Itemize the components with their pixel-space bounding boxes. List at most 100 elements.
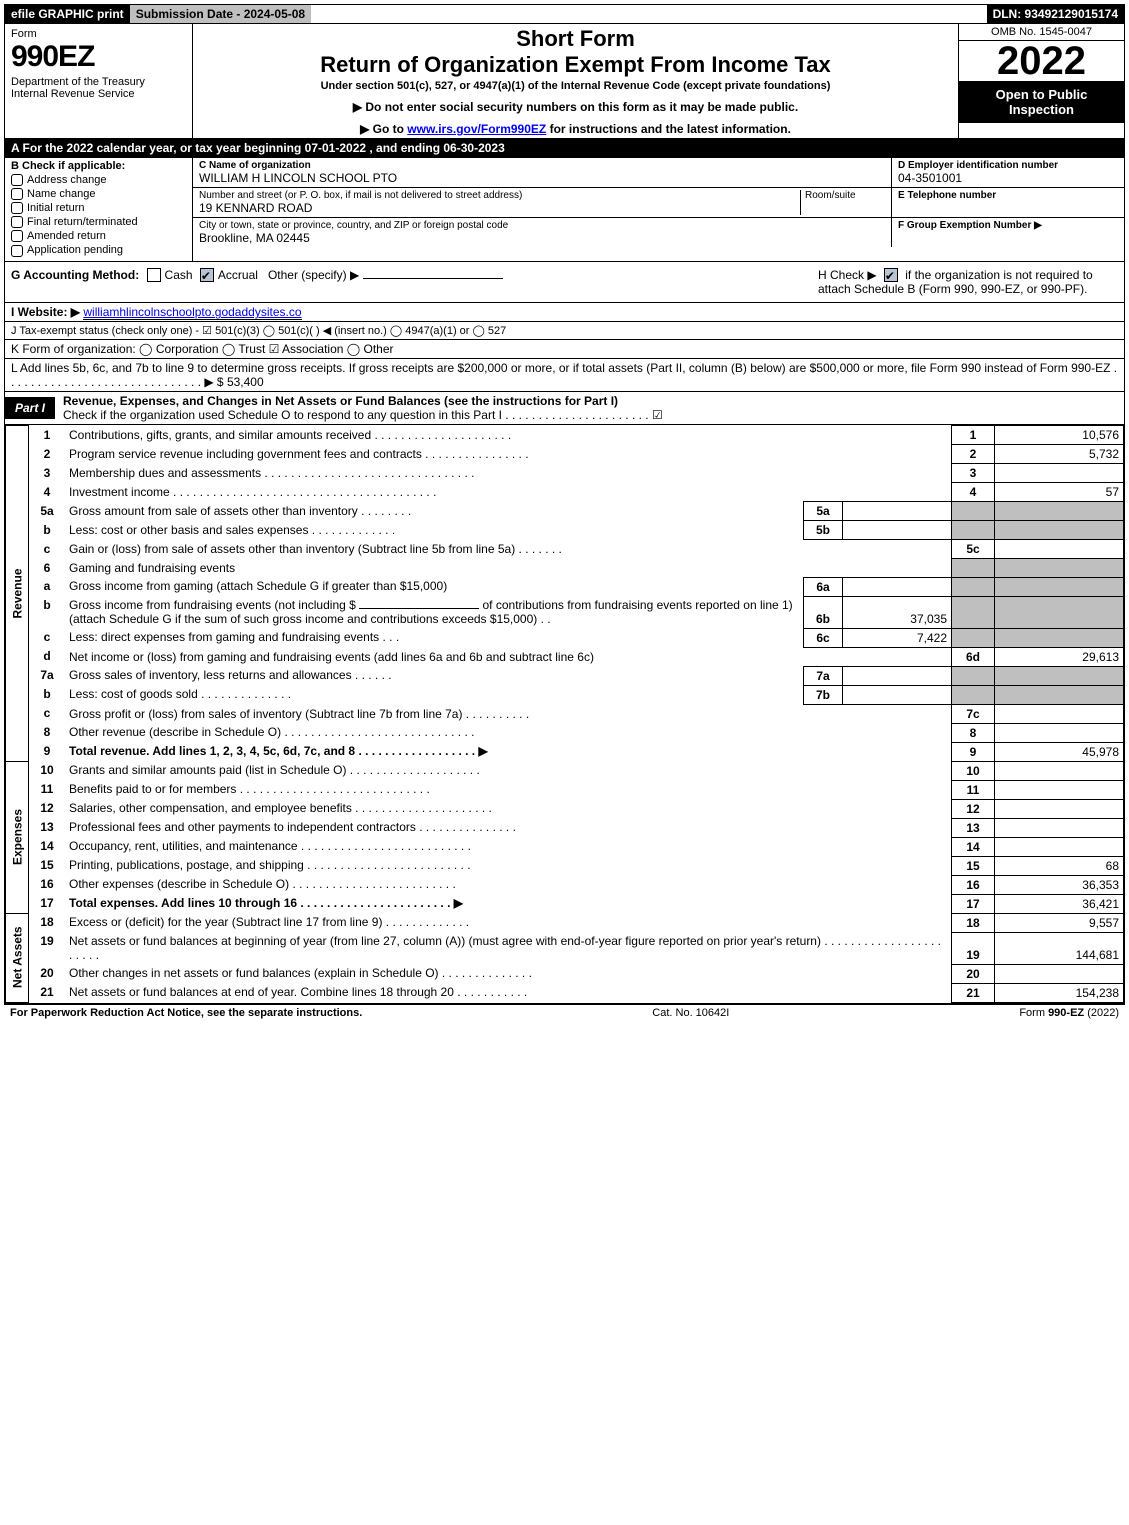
chk-application-pending[interactable]: Application pending (11, 244, 186, 256)
room-label: Room/suite (805, 190, 885, 201)
part-1-label: Part I (5, 397, 55, 419)
line-3-amt (995, 464, 1124, 483)
expenses-vert-label: Expenses (6, 761, 29, 913)
chk-cash[interactable] (147, 268, 161, 282)
h-pre: H Check ▶ (818, 268, 880, 282)
tax-year: 2022 (959, 41, 1124, 81)
chk-amended-return[interactable]: Amended return (11, 230, 186, 242)
i-label: I Website: ▶ (11, 305, 80, 319)
title-return: Return of Organization Exempt From Incom… (199, 52, 952, 78)
line-18-amt: 9,557 (995, 913, 1124, 932)
header-center: Short Form Return of Organization Exempt… (193, 24, 958, 138)
line-6b-subamt: 37,035 (843, 596, 952, 628)
netassets-vert-label: Net Assets (6, 913, 29, 1002)
line-12-amt (995, 799, 1124, 818)
line-13-amt (995, 818, 1124, 837)
section-i-website: I Website: ▶ williamhlincolnschoolpto.go… (5, 302, 1124, 321)
street-value: 19 KENNARD ROAD (199, 201, 800, 215)
b-title: B Check if applicable: (11, 160, 186, 172)
line-21-amt: 154,238 (995, 983, 1124, 1002)
g-label: G Accounting Method: (11, 268, 139, 282)
city-label: City or town, state or province, country… (199, 220, 885, 231)
l-text: L Add lines 5b, 6c, and 7b to line 9 to … (11, 361, 1117, 389)
part-1-title: Revenue, Expenses, and Changes in Net As… (55, 392, 1124, 424)
h-schedule-b: H Check ▶ ✔ if the organization is not r… (808, 268, 1118, 297)
f-group-cell: F Group Exemption Number ▶ (891, 218, 1124, 247)
chk-initial-return[interactable]: Initial return (11, 202, 186, 214)
e-phone-cell: E Telephone number (891, 188, 1124, 217)
org-name: WILLIAM H LINCOLN SCHOOL PTO (199, 171, 885, 185)
instr-2: ▶ Go to www.irs.gov/Form990EZ for instru… (199, 122, 952, 136)
footer-left: For Paperwork Reduction Act Notice, see … (10, 1007, 362, 1019)
c-label: C Name of organization (199, 160, 885, 171)
efile-label[interactable]: efile GRAPHIC print (5, 5, 130, 23)
irs-link[interactable]: www.irs.gov/Form990EZ (407, 122, 546, 136)
spacer (311, 5, 986, 23)
section-j-tax-exempt: J Tax-exempt status (check only one) - ☑… (5, 321, 1124, 339)
line-20-amt (995, 964, 1124, 983)
street-label: Number and street (or P. O. box, if mail… (199, 190, 800, 201)
line-10-amt (995, 761, 1124, 780)
section-gh: G Accounting Method: Cash ✔Accrual Other… (5, 261, 1124, 303)
title-short-form: Short Form (199, 26, 952, 52)
line-1-amt: 10,576 (995, 426, 1124, 445)
footer-cat-no: Cat. No. 10642I (362, 1007, 1019, 1019)
street-cell: Number and street (or P. O. box, if mail… (193, 188, 891, 217)
header-right: OMB No. 1545-0047 2022 Open to Public In… (958, 24, 1124, 138)
chk-schedule-b[interactable]: ✔ (884, 268, 898, 282)
line-7c-amt (995, 704, 1124, 723)
submission-date: Submission Date - 2024-05-08 (130, 5, 311, 23)
d-ein-cell: D Employer identification number 04-3501… (891, 158, 1124, 187)
chk-final-return[interactable]: Final return/terminated (11, 216, 186, 228)
line-4-amt: 57 (995, 483, 1124, 502)
dln: DLN: 93492129015174 (987, 5, 1124, 23)
form-body: Form 990EZ Department of the Treasury In… (4, 24, 1125, 1004)
line-5c-amt (995, 540, 1124, 559)
revenue-vert-label: Revenue (6, 426, 29, 762)
public-inspection: Open to Public Inspection (959, 81, 1124, 123)
e-label: E Telephone number (898, 190, 1118, 201)
city-cell: City or town, state or province, country… (193, 218, 891, 247)
chk-address-change[interactable]: Address change (11, 174, 186, 186)
ein-value: 04-3501001 (898, 171, 1118, 185)
instr-1: ▶ Do not enter social security numbers o… (199, 100, 952, 114)
line-6c-subamt: 7,422 (843, 628, 952, 647)
top-bar: efile GRAPHIC print Submission Date - 20… (4, 4, 1125, 24)
line-15-amt: 68 (995, 856, 1124, 875)
line-17-amt: 36,421 (995, 894, 1124, 913)
f-label: F Group Exemption Number ▶ (898, 220, 1118, 231)
g-accounting: G Accounting Method: Cash ✔Accrual Other… (11, 268, 808, 297)
chk-name-change[interactable]: Name change (11, 188, 186, 200)
row-a-tax-year: A For the 2022 calendar year, or tax yea… (5, 138, 1124, 157)
col-cdef: C Name of organization WILLIAM H LINCOLN… (193, 158, 1124, 261)
c-org-name-cell: C Name of organization WILLIAM H LINCOLN… (193, 158, 891, 187)
subtitle: Under section 501(c), 527, or 4947(a)(1)… (199, 80, 952, 92)
line-14-amt (995, 837, 1124, 856)
line-2-amt: 5,732 (995, 445, 1124, 464)
part-1-check: Check if the organization used Schedule … (63, 408, 663, 422)
section-k-org-form: K Form of organization: ◯ Corporation ◯ … (5, 339, 1124, 358)
footer-form-rev: Form 990-EZ (2022) (1019, 1007, 1119, 1019)
line-9-amt: 45,978 (995, 742, 1124, 761)
line-8-amt (995, 723, 1124, 742)
website-link[interactable]: williamhlincolnschoolpto.godaddysites.co (83, 305, 301, 320)
footer: For Paperwork Reduction Act Notice, see … (4, 1004, 1125, 1021)
form-header: Form 990EZ Department of the Treasury In… (5, 24, 1124, 138)
line-11-amt (995, 780, 1124, 799)
section-l-gross-receipts: L Add lines 5b, 6c, and 7b to line 9 to … (5, 358, 1124, 391)
instr-2-post: for instructions and the latest informat… (546, 122, 791, 136)
instr-2-pre: ▶ Go to (360, 122, 407, 136)
chk-accrual[interactable]: ✔ (200, 268, 214, 282)
header-left: Form 990EZ Department of the Treasury In… (5, 24, 193, 138)
form-word: Form (11, 28, 186, 40)
line-16-amt: 36,353 (995, 875, 1124, 894)
part-1-header: Part I Revenue, Expenses, and Changes in… (5, 391, 1124, 425)
section-bcdef: B Check if applicable: Address change Na… (5, 157, 1124, 261)
department: Department of the Treasury Internal Reve… (11, 76, 186, 100)
col-b-checkboxes: B Check if applicable: Address change Na… (5, 158, 193, 261)
d-label: D Employer identification number (898, 160, 1118, 171)
form-number: 990EZ (11, 40, 186, 74)
l-amount: 53,400 (227, 375, 264, 389)
line-6d-amt: 29,613 (995, 647, 1124, 666)
city-value: Brookline, MA 02445 (199, 231, 885, 245)
